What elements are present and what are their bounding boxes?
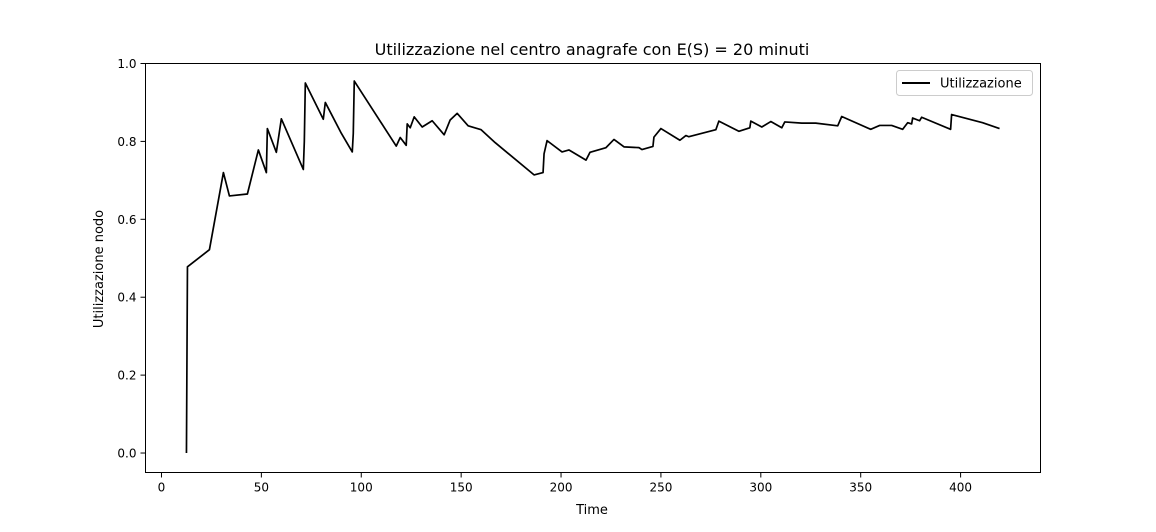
x-tick-label: 50 [254,481,269,495]
x-tick-label: 150 [450,481,473,495]
y-tick-label: 0.2 [117,369,136,383]
y-tick-label: 1.0 [117,57,136,71]
data-series [185,80,1000,454]
y-tick-label: 0.6 [117,213,136,227]
x-tick-label: 300 [749,481,772,495]
legend: Utilizzazione [896,70,1033,96]
y-tick-label: 0.0 [117,447,136,461]
y-axis-label: Utilizzazione nodo [92,210,107,328]
x-axis-label: Time [575,503,608,518]
x-tick-label: 400 [949,481,972,495]
series-line-utilizzazione [185,80,1000,454]
legend-label: Utilizzazione [940,77,1022,92]
x-tick-label: 250 [649,481,672,495]
chart-title: Utilizzazione nel centro anagrafe con E(… [375,40,810,59]
y-tick-label: 0.8 [117,135,136,149]
x-tick-label: 0 [158,481,166,495]
y-tick-label: 0.4 [117,291,136,305]
x-tick-label: 100 [350,481,373,495]
plot-frame [145,63,1041,473]
legend-frame [896,70,1033,96]
x-tick-label: 200 [550,481,573,495]
x-tick-label: 350 [849,481,872,495]
axis-ticks: 0 50 100 150 200 250 300 350 400 0.0 0.2 0.4 0.6 0.8 1… [117,57,972,495]
